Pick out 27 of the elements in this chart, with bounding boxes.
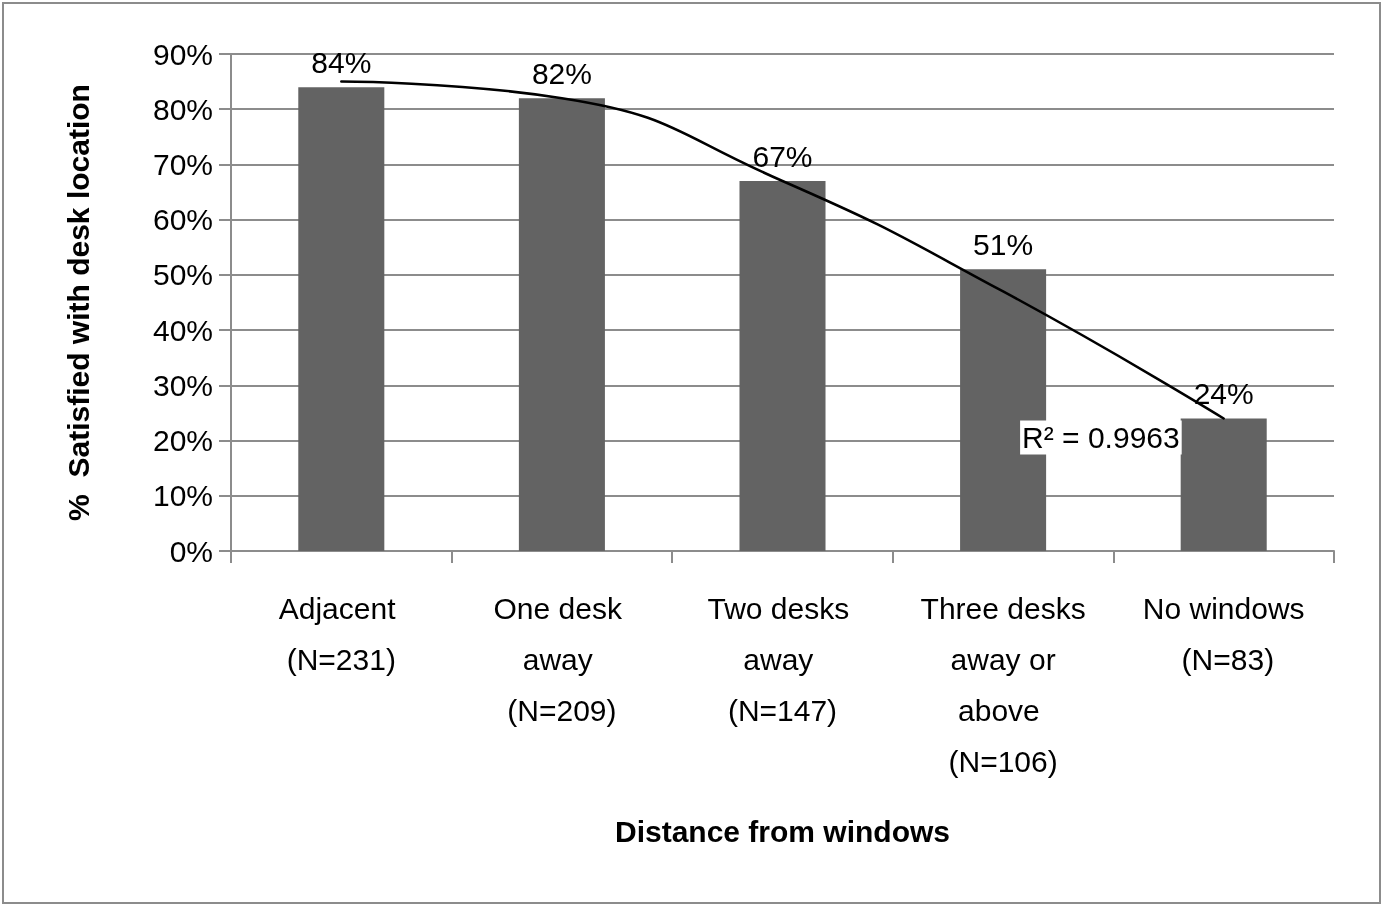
x-tick-label: Two desks away (N=147) (707, 592, 858, 727)
bar (518, 98, 605, 551)
bar (298, 87, 385, 551)
data-label: 51% (973, 227, 1034, 261)
x-tick-label: Three desks away or above (N=106) (920, 592, 1086, 778)
x-tick-label: No windows (N=83) (1142, 592, 1305, 676)
y-tick-label: 60% (152, 203, 213, 237)
annotation: R² = 0.9963 (1022, 420, 1180, 454)
data-label: 84% (311, 45, 372, 79)
y-tick-label: 90% (152, 37, 213, 71)
x-tick-label: One desk away (N=209) (493, 592, 631, 727)
y-tick-label: 70% (152, 147, 213, 181)
x-tick-label: Adjacent (N=231) (278, 592, 404, 676)
x-axis-title: Distance from windows (614, 814, 951, 848)
y-axis-title: % Satisfied with desk location (61, 84, 95, 521)
y-tick-label: 80% (152, 92, 213, 126)
data-label: 82% (531, 56, 592, 90)
y-tick-label: 50% (152, 258, 213, 292)
y-tick-label: 10% (152, 479, 213, 513)
y-tick-label: 20% (152, 424, 213, 458)
data-label: 24% (1193, 376, 1254, 410)
y-tick-label: 40% (152, 313, 213, 347)
y-tick-label: 0% (169, 534, 213, 568)
bar (1180, 418, 1267, 551)
y-tick-label: 30% (152, 368, 213, 402)
data-label: 67% (752, 139, 813, 173)
bar (739, 181, 826, 551)
